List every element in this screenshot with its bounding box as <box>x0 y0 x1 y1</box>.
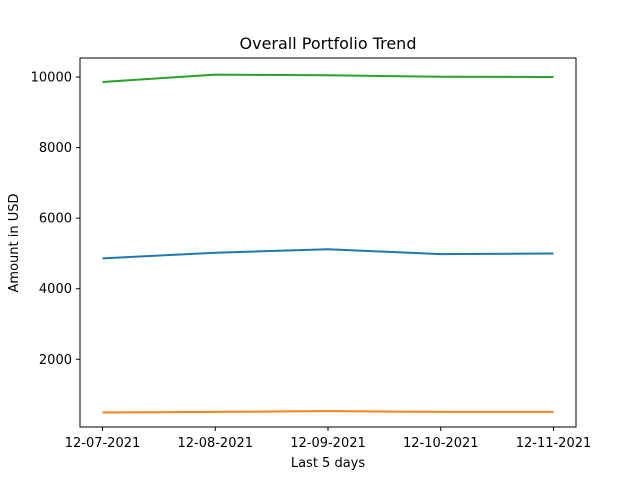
x-tick-label: 12-11-2021 <box>516 436 592 451</box>
y-tick-label: 2000 <box>39 353 72 368</box>
x-tick-label: 12-10-2021 <box>403 436 479 451</box>
x-tick-label: 12-08-2021 <box>177 436 253 451</box>
series-line-3 <box>102 73 554 83</box>
chart-title: Overall Portfolio Trend <box>240 34 417 53</box>
x-axis-label: Last 5 days <box>291 456 366 471</box>
y-axis-ticks: 2000 4000 6000 8000 10000 <box>31 71 80 368</box>
y-tick-label: 8000 <box>39 141 72 156</box>
series-line-2 <box>102 410 554 414</box>
x-tick-label: 12-07-2021 <box>65 436 141 451</box>
x-tick-label: 12-09-2021 <box>290 436 366 451</box>
plot-area-frame <box>79 57 577 428</box>
y-tick-label: 6000 <box>39 212 72 227</box>
y-tick-label: 10000 <box>31 71 72 86</box>
y-axis-label: Amount in USD <box>7 194 22 293</box>
series-line-1 <box>102 248 554 260</box>
x-axis-ticks: 12-07-2021 12-08-2021 12-09-2021 12-10-2021… <box>65 427 592 451</box>
plot-lines <box>102 73 554 414</box>
y-tick-label: 4000 <box>39 282 72 297</box>
